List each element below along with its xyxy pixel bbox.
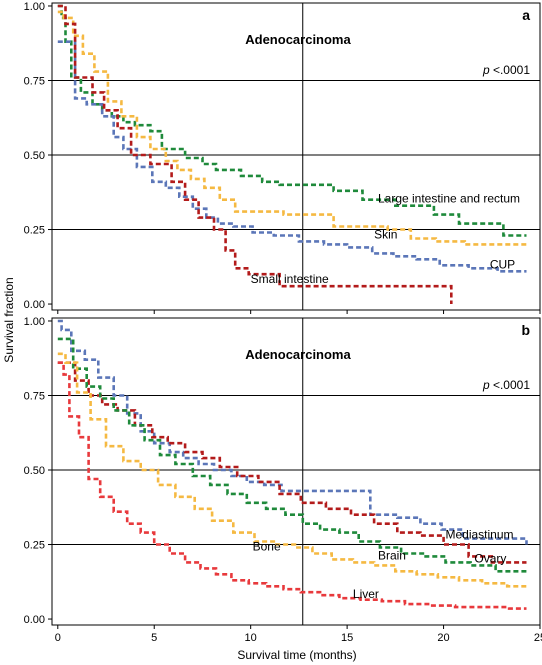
series-label-small-intestine: Small intestine	[251, 272, 329, 286]
series-line-skin	[57, 10, 527, 246]
x-tick-label: 15	[341, 632, 353, 644]
series-label-liver: Liver	[353, 587, 379, 601]
panel-title: Adenocarcinoma	[245, 347, 351, 362]
plot-frame	[51, 317, 541, 626]
series-label-cup: CUP	[490, 257, 515, 271]
x-axis-title: Survival time (months)	[237, 648, 356, 662]
series-line-brain	[57, 337, 527, 573]
panel-title: Adenocarcinoma	[245, 32, 351, 47]
series-label-skin: Skin	[374, 227, 397, 241]
y-tick-label: 1.00	[24, 316, 45, 328]
series-label-ovary: Ovary	[474, 551, 506, 565]
series-line-large-intestine-and-rectum	[57, 4, 527, 237]
y-tick-label: 0.25	[24, 540, 45, 552]
x-tick-label: 10	[245, 632, 257, 644]
p-value: p <.0001	[482, 378, 530, 392]
y-tick-label: 0.75	[24, 75, 45, 87]
panel-letter: b	[521, 322, 530, 338]
y-tick-label: 0.00	[24, 299, 45, 311]
y-axis-title: Survival fraction	[2, 277, 16, 362]
plot-frame	[51, 2, 541, 311]
x-tick-label: 5	[151, 632, 157, 644]
series-line-bone	[57, 352, 527, 588]
panel-b: Mediastinum Ovary Brain Bone Liver 0.00 0.25 0.…	[24, 316, 542, 644]
panel-letter: a	[522, 7, 530, 23]
series-label-large-intestine-and-rectum: Large intestine and rectum	[378, 192, 520, 206]
x-tick-label: 0	[55, 632, 61, 644]
series-line-cup	[57, 40, 527, 273]
y-tick-label: 0.00	[24, 614, 45, 626]
x-tick-label: 25	[534, 632, 542, 644]
series-label-bone: Bone	[253, 539, 281, 553]
p-value: p <.0001	[482, 63, 530, 77]
series-label-brain: Brain	[378, 548, 406, 562]
y-tick-label: 1.00	[24, 1, 45, 13]
y-tick-label: 0.50	[24, 150, 45, 162]
y-tick-label: 0.25	[24, 225, 45, 237]
y-tick-label: 0.75	[24, 390, 45, 402]
series-line-small-intestine	[57, 4, 453, 304]
series-label-mediastinum: Mediastinum	[445, 528, 513, 542]
series-line-mediastinum	[57, 319, 528, 545]
series-line-liver	[57, 361, 527, 610]
panel-a: Large intestine and rectum Skin CUP Small i…	[24, 1, 541, 314]
x-tick-label: 20	[437, 632, 449, 644]
y-tick-label: 0.50	[24, 465, 45, 477]
